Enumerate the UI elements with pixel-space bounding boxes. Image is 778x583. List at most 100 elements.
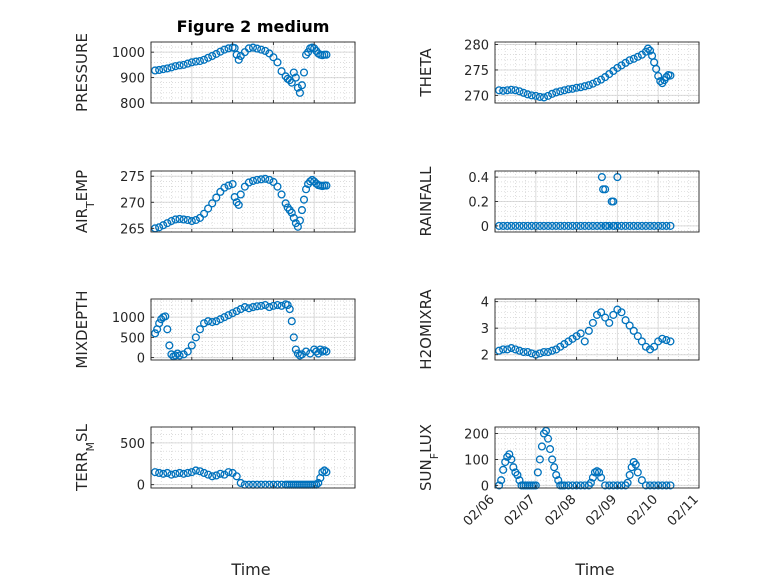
data-point [564,85,573,94]
x-tick-label: 02/09 [583,492,620,529]
data-point [625,321,634,330]
data-point [597,308,606,317]
data-point [320,466,329,475]
series-markers [495,305,675,359]
x-axis-label: Time [574,560,614,579]
y-tick-label: 0 [137,479,145,494]
data-point [572,332,581,341]
data-point [175,468,184,478]
data-point [613,481,622,490]
data-point [191,57,200,66]
data-point [277,67,286,76]
data-point [507,455,516,464]
x-tick-label: 02/06 [461,492,498,529]
x-tick-label: 02/11 [665,492,702,529]
series-markers [495,44,675,102]
data-point [499,465,508,474]
data-point [548,89,557,98]
data-point [212,49,221,58]
data-point [248,43,258,52]
data-point [617,308,626,317]
data-point [261,174,270,183]
subplot-sun-flux: 0 100 200 02/06 02/07 02/08 02/09 02/10 02/11 SUN… [417,424,702,529]
data-point [167,217,176,226]
series-markers [495,173,675,230]
data-point [515,87,524,96]
data-point [597,473,606,482]
data-point [495,346,504,355]
data-point [283,301,292,310]
data-point [171,215,180,224]
data-point [253,44,262,53]
data-point [662,336,671,345]
data-point [650,481,659,490]
data-point [625,221,634,230]
data-point [515,221,524,230]
data-point [633,52,642,61]
data-point [580,337,589,346]
data-point [199,55,209,64]
data-point [297,206,307,215]
data-point [151,329,160,338]
data-point [568,221,577,230]
data-point [641,221,651,230]
data-point [289,68,298,77]
y-axis-label: THETA [417,48,435,98]
axes-frame [150,426,356,489]
data-point [155,468,164,478]
data-point [576,329,585,338]
data-point [195,467,205,476]
data-point [228,179,237,189]
data-point [637,476,646,485]
data-point [576,481,585,490]
y-tick-label: 0.4 [468,171,489,186]
data-point [515,346,524,355]
data-point [224,181,233,190]
data-point [543,221,553,230]
subplot-rainfall: 0 0.2 0.4 RAINFALL [417,166,700,236]
data-point [613,305,622,314]
data-point [289,333,298,342]
grid [494,171,700,232]
data-point [511,345,520,354]
data-point [187,58,196,67]
chart-title: Figure 2 medium [177,17,330,36]
data-point [621,221,630,230]
grid [494,299,700,360]
data-point [535,221,544,230]
data-point [299,195,309,204]
data-point [199,209,209,218]
axes-frame [150,41,356,104]
data-point [183,468,192,478]
data-point [212,317,221,326]
data-point [208,317,217,327]
data-point [560,340,569,349]
data-point [318,468,327,477]
data-point [588,79,597,88]
data-point [187,217,196,226]
data-point [163,219,172,228]
data-point [623,478,632,487]
data-point [187,468,196,477]
data-point [531,91,540,100]
data-point [204,470,213,479]
data-point [257,175,266,184]
data-point [658,334,667,343]
data-point [605,221,614,230]
data-point [236,305,245,314]
data-point [179,60,188,69]
data-point [533,468,542,477]
data-point [656,77,665,86]
data-point [515,476,524,485]
data-point [556,87,565,96]
series-markers [495,426,675,490]
data-point [535,349,544,358]
data-point [295,216,304,225]
y-tick-label: 0.2 [468,196,489,211]
data-point [232,472,241,481]
data-point [568,334,577,343]
data-point [273,301,282,310]
data-point [523,221,532,230]
data-point [301,185,311,194]
